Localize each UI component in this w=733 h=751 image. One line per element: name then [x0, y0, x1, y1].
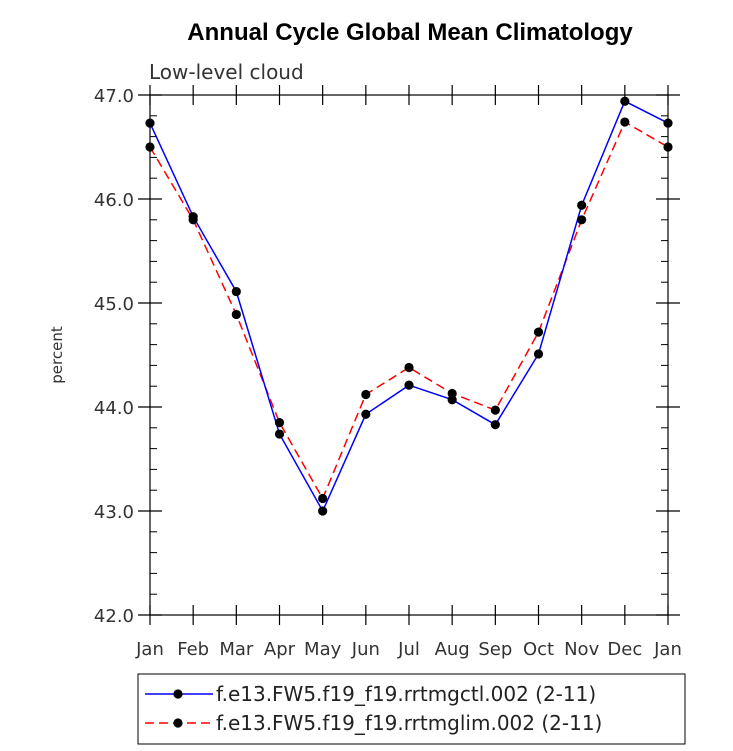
series-2-point	[188, 215, 198, 225]
x-tick-label: Aug	[435, 639, 470, 660]
series-2-point	[490, 405, 500, 415]
minor-ticks	[150, 115, 668, 595]
chart-subtitle: Low-level cloud	[149, 60, 304, 84]
y-tick-label: 44.0	[94, 398, 134, 419]
legend-label-2: f.e13.FW5.f19_f19.rrtmglim.002 (2-11)	[216, 711, 602, 735]
y-tick-label: 43.0	[94, 502, 134, 523]
x-tick-label: Feb	[177, 639, 209, 660]
x-tick-label: Jul	[397, 639, 420, 660]
series-1-point	[577, 200, 587, 210]
x-tick-label: Jan	[135, 639, 164, 660]
x-tick-label: Sep	[478, 639, 512, 660]
legend-marker-2	[173, 718, 183, 728]
chart-title: Annual Cycle Global Mean Climatology	[187, 19, 633, 46]
x-tick-labels: Jan Feb Mar Apr May Jun Jul Aug Sep Oct Nov Dec Jan	[135, 639, 682, 660]
series-2-point	[404, 362, 414, 373]
y-tick-labels: 42.0 43.0 44.0 45.0 46.0 47.0	[94, 86, 134, 627]
series-1-point	[361, 409, 371, 419]
series-2-point	[318, 493, 328, 504]
series-1-point	[274, 429, 285, 439]
x-tick-label: Apr	[264, 639, 296, 660]
x-tick-label: Mar	[219, 639, 254, 660]
series-1-point	[533, 349, 544, 359]
series-1-point	[231, 286, 241, 297]
series-2-point	[577, 215, 587, 225]
y-tick-label: 42.0	[94, 606, 134, 627]
legend-label-1: f.e13.FW5.f19_f19.rrtmgctl.002 (2-11)	[216, 682, 596, 706]
series-2-point	[361, 389, 371, 400]
y-tick-label: 47.0	[94, 86, 134, 107]
x-tick-label: Jun	[351, 639, 380, 660]
x-tick-label: Jan	[653, 639, 682, 660]
series-line-2	[149, 120, 669, 501]
series-line-1	[149, 100, 669, 513]
series-1-point	[404, 380, 414, 390]
y-axis-label: percent	[48, 326, 66, 384]
x-tick-label: Dec	[607, 639, 642, 660]
series-2-point	[620, 117, 630, 127]
series-1-point	[490, 420, 500, 430]
legend-marker-1	[173, 689, 183, 699]
series-2-point	[231, 309, 241, 320]
series-1-point	[620, 96, 630, 106]
legend: f.e13.FW5.f19_f19.rrtmgctl.002 (2-11) f.e…	[137, 673, 686, 745]
x-tick-label: Oct	[523, 639, 554, 660]
series-1-point	[318, 506, 328, 516]
x-tick-label: May	[304, 639, 342, 660]
plot-frame	[149, 94, 669, 616]
series-layer	[145, 96, 673, 516]
y-tick-label: 46.0	[94, 190, 134, 211]
legend-box	[137, 673, 686, 745]
y-tick-label: 45.0	[94, 294, 134, 315]
series-2-point	[447, 388, 457, 399]
x-tick-label: Nov	[564, 639, 599, 660]
series-2-point	[274, 418, 285, 428]
series-2-point	[533, 327, 544, 337]
